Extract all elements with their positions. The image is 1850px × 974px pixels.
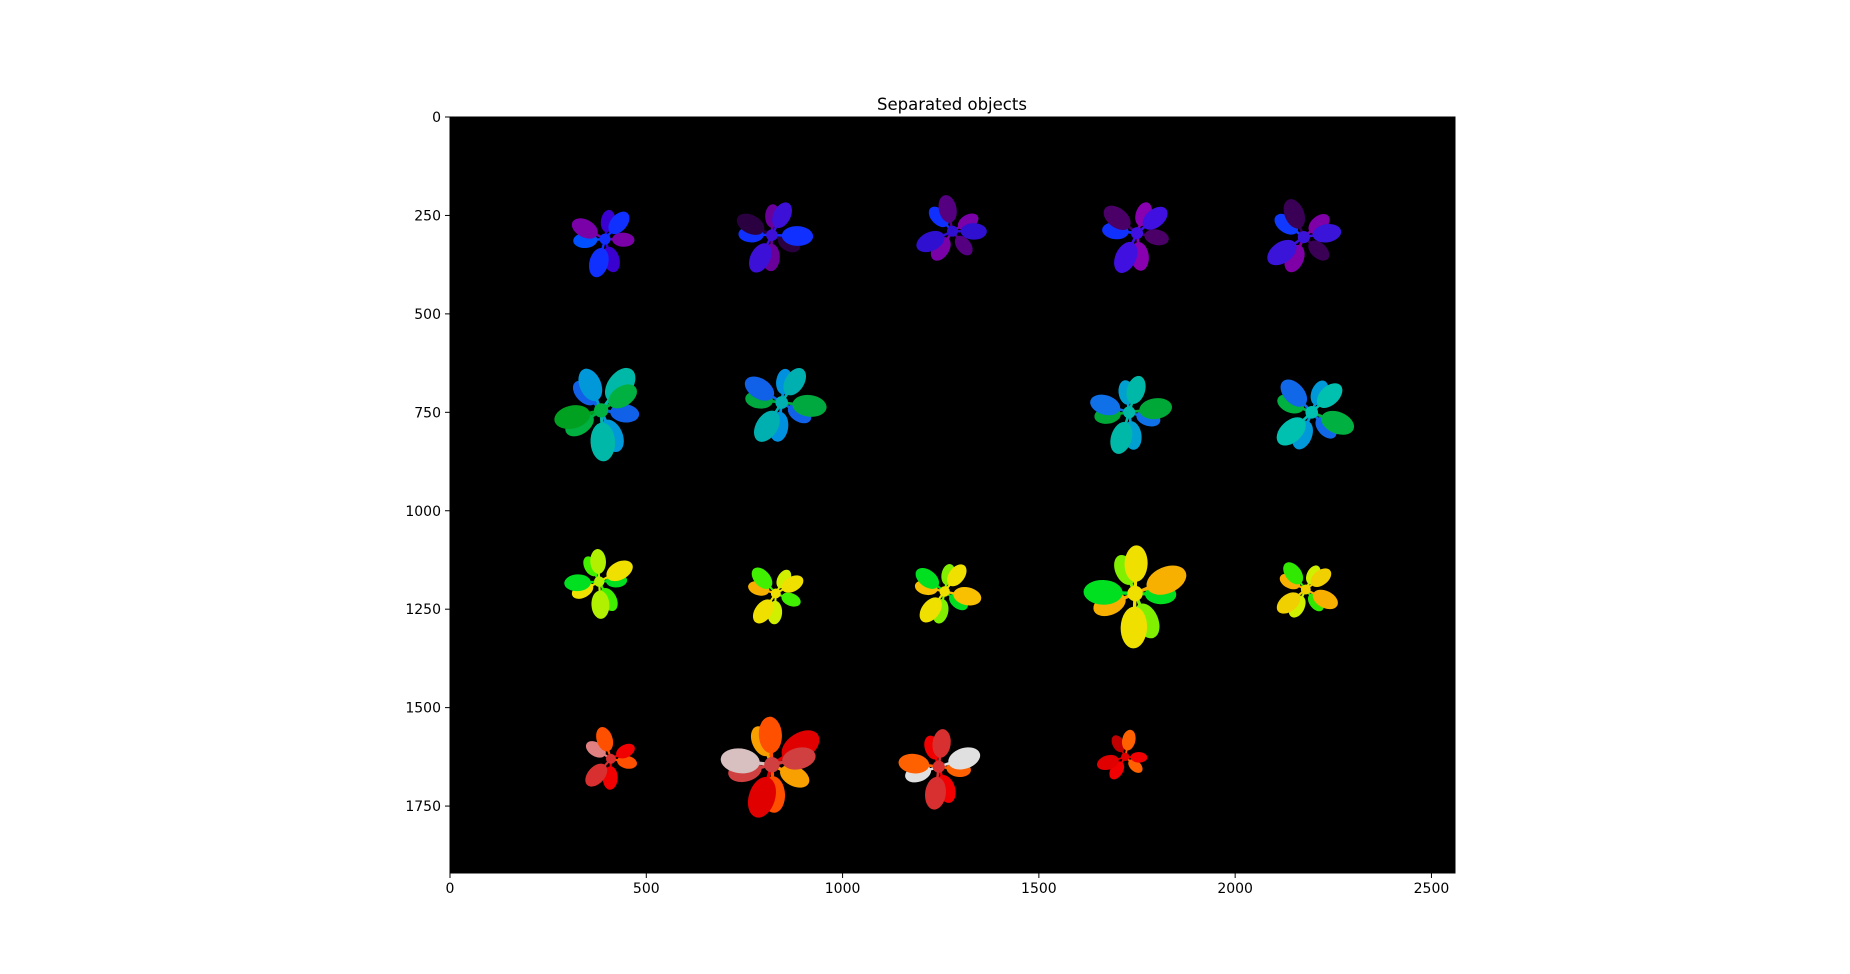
rosette-center [1123,406,1136,419]
leaf [1121,729,1136,751]
leaf [792,394,827,417]
rosette-center [606,753,616,764]
rosette-center [770,588,781,599]
rosette-center [766,229,778,241]
rosette-center [593,403,609,418]
plant-object [748,567,804,625]
plant-object [1102,202,1169,273]
plant-object [1097,729,1148,780]
plant-object [1083,545,1187,649]
rosette-center [1130,227,1144,240]
y-tick-label: 250 [414,208,441,224]
y-tick-label: 1250 [405,602,441,618]
plant-object [585,727,637,790]
x-axis: 0 500 1000 1500 2000 2500 [446,873,1450,897]
plant-object [720,716,820,818]
leaf [1126,375,1146,404]
y-tick-label: 500 [414,307,441,323]
plant-object [1276,562,1338,618]
y-tick-label: 1000 [405,504,441,520]
rosette-center [593,576,605,587]
y-axis: 0 250 500 750 1000 1250 1500 1750 [405,110,450,815]
rosette-center [775,396,789,409]
plant-object [1267,199,1342,273]
y-tick-label: 750 [414,405,441,421]
x-tick-label: 2000 [1217,881,1253,897]
plant-object [571,209,635,278]
rosette-center [939,586,950,597]
y-tick-label: 1750 [405,799,441,815]
rosette-center [1127,585,1143,602]
plant-object [744,368,827,442]
leaf [1321,410,1355,435]
rosette-center [932,760,945,773]
plant-object [1276,379,1355,450]
x-tick-label: 2500 [1414,881,1450,897]
y-tick-label: 0 [432,110,441,126]
x-tick-label: 1000 [825,881,861,897]
leaf [772,202,792,229]
plant-object [1090,375,1172,454]
plant-object [916,195,987,261]
y-tick-label: 1500 [405,701,441,717]
plant-objects [554,195,1355,818]
rosette-center [764,757,780,773]
x-tick-label: 0 [446,881,455,897]
rosette-center [599,233,611,245]
plant-object [914,564,982,624]
rosette-center [1297,231,1310,244]
rosette-center [1300,584,1311,595]
x-tick-label: 500 [633,881,660,897]
rosette-center [1305,405,1319,419]
plant-object [554,367,640,462]
rosette-center [947,225,958,237]
rosette-center [1121,752,1130,761]
plant-object [898,729,981,810]
plant-object [564,549,633,619]
x-tick-label: 1500 [1021,881,1057,897]
chart-title: Separated objects [877,95,1027,114]
plant-object [736,202,814,273]
axes-frame [449,116,1456,874]
